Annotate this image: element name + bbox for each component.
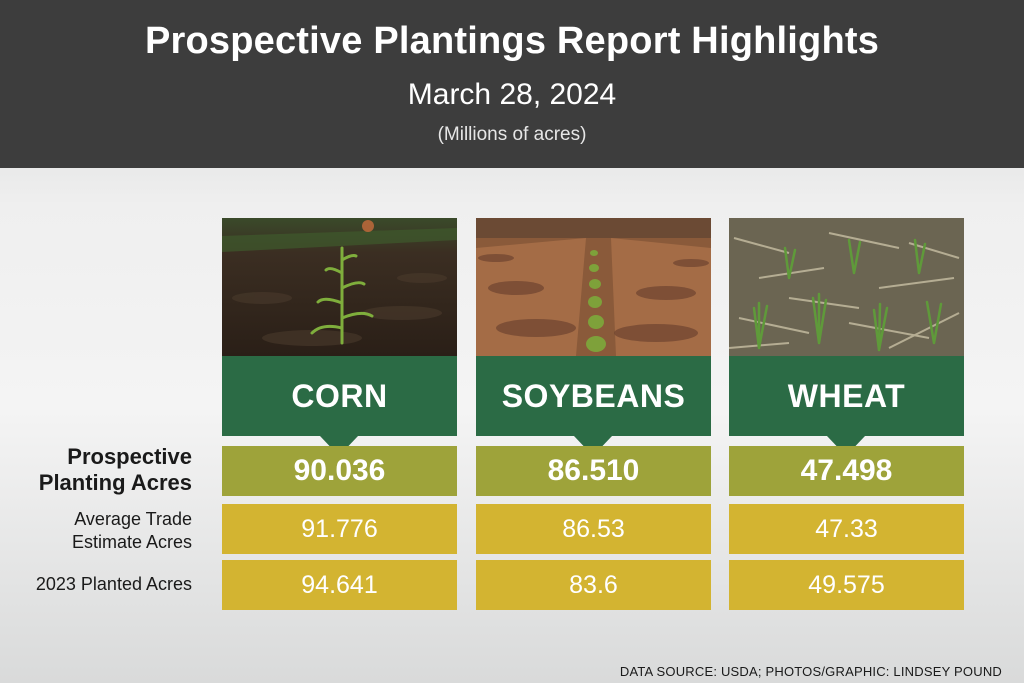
soybeans-prospective-value: 86.510	[476, 446, 711, 496]
report-date: March 28, 2024	[407, 78, 617, 111]
soybeans-planted-2023-value: 83.6	[476, 560, 711, 610]
data-source-credit: DATA SOURCE: USDA; PHOTOS/GRAPHIC: LINDS…	[619, 664, 1002, 679]
crop-label-wheat: WHEAT	[729, 356, 964, 436]
wheat-field-photo	[729, 218, 964, 356]
crop-label-soybeans: SOYBEANS	[476, 356, 711, 436]
soybean-field-photo	[476, 218, 711, 356]
crop-label-corn: CORN	[222, 356, 457, 436]
wheat-prospective-value: 47.498	[729, 446, 964, 496]
row-label-trade-estimate: Average Trade Estimate Acres	[71, 509, 192, 552]
row-label-prospective: Prospective Planting Acres	[38, 444, 192, 495]
wheat-trade-estimate-value: 47.33	[729, 504, 964, 554]
page-title: Prospective Plantings Report Highlights	[144, 20, 880, 62]
units-note: (Millions of acres)	[437, 124, 587, 145]
corn-field-photo	[222, 218, 457, 356]
row-label-planted-2023: 2023 Planted Acres	[35, 574, 192, 594]
wheat-planted-2023-value: 49.575	[729, 560, 964, 610]
corn-planted-2023-value: 94.641	[222, 560, 457, 610]
corn-prospective-value: 90.036	[222, 446, 457, 496]
corn-trade-estimate-value: 91.776	[222, 504, 457, 554]
soybeans-trade-estimate-value: 86.53	[476, 504, 711, 554]
header-banner: Prospective Plantings Report Highlights …	[0, 0, 1024, 168]
